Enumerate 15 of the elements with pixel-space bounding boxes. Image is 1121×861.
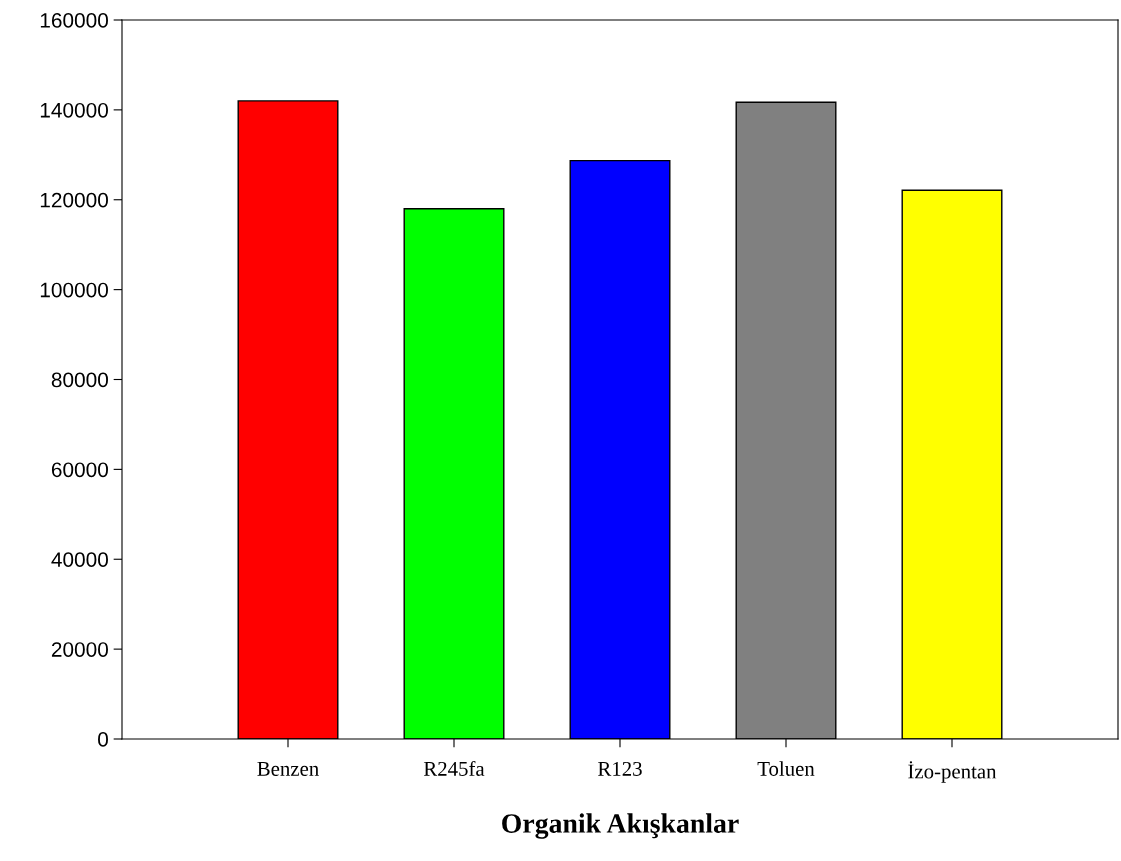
x-tick-label: İzo-pentan <box>908 761 997 783</box>
y-tick-label: 120000 <box>40 192 108 208</box>
y-tick-label: 80000 <box>51 372 108 388</box>
x-tick-label: R123 <box>598 761 642 776</box>
x-tick-label: Toluen <box>757 761 815 776</box>
x-tick-label: R245fa <box>423 761 485 776</box>
y-tick-label: 0 <box>98 732 108 747</box>
x-tick-label: Benzen <box>257 762 319 776</box>
y-tick-label: 100000 <box>40 282 108 298</box>
y-tick-label: 160000 <box>40 13 108 28</box>
y-tick-label: 140000 <box>40 102 108 118</box>
x-axis-title: Organik Akışkanlar <box>502 813 739 839</box>
y-tick-label: 20000 <box>51 642 108 657</box>
y-tick-label: 40000 <box>51 552 108 567</box>
y-tick-label: 60000 <box>51 462 108 478</box>
